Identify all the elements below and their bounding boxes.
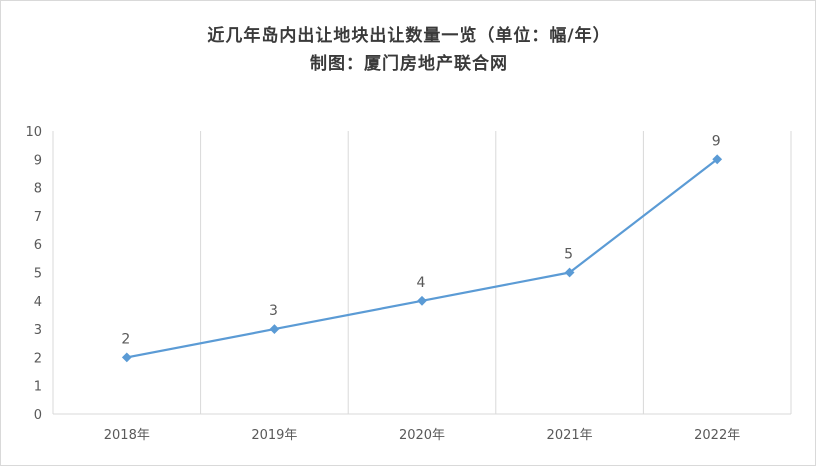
data-point-marker bbox=[417, 295, 427, 306]
y-tick-label: 4 bbox=[34, 295, 42, 310]
y-tick-label: 0 bbox=[34, 408, 42, 423]
y-tick-label: 3 bbox=[34, 323, 42, 338]
x-tick-label: 2018年 bbox=[104, 428, 150, 443]
y-tick-label: 7 bbox=[34, 210, 42, 225]
data-point-marker bbox=[712, 154, 723, 165]
data-label: 2 bbox=[121, 331, 130, 347]
data-label: 3 bbox=[269, 303, 278, 319]
x-tick-label: 2020年 bbox=[399, 428, 445, 443]
x-tick-label: 2021年 bbox=[547, 428, 593, 443]
data-point-marker bbox=[269, 324, 280, 335]
y-tick-label: 1 bbox=[34, 380, 42, 395]
y-tick-label: 9 bbox=[34, 153, 42, 168]
series-line bbox=[126, 158, 718, 359]
chart-subtitle: 制图：厦门房地产联合网 bbox=[310, 54, 508, 74]
y-tick-label: 10 bbox=[25, 125, 42, 140]
y-tick-label: 5 bbox=[34, 267, 42, 282]
x-tick-label: 2022年 bbox=[694, 428, 740, 443]
data-label: 4 bbox=[417, 275, 426, 291]
x-tick-label: 2019年 bbox=[251, 428, 297, 443]
data-point-marker bbox=[121, 352, 132, 363]
data-label: 5 bbox=[564, 247, 573, 263]
data-point-marker bbox=[564, 267, 575, 278]
y-tick-label: 2 bbox=[34, 351, 42, 366]
chart-title: 近几年岛内出让地块出让数量一览（单位：幅/年） bbox=[207, 26, 611, 46]
y-tick-label: 6 bbox=[34, 238, 42, 253]
data-label: 9 bbox=[712, 133, 721, 149]
y-tick-label: 8 bbox=[34, 182, 42, 197]
